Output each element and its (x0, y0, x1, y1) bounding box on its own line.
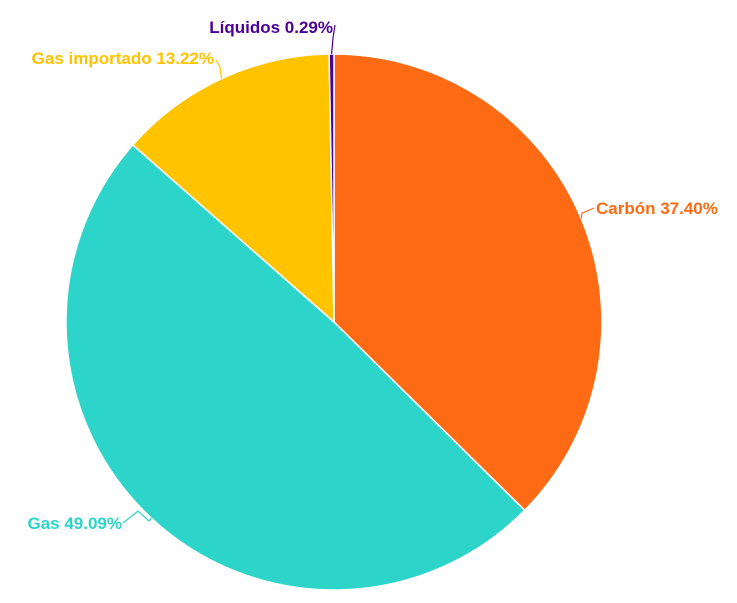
leader-line-carbon (580, 207, 595, 219)
slice-label-gas-importado: Gas importado 13.22% (32, 49, 214, 68)
slice-label-gas: Gas 49.09% (27, 514, 122, 533)
leader-line-liquidos (331, 24, 336, 55)
pie-slice-carbon (333, 53, 603, 512)
slice-label-liquidos: Líquidos 0.29% (209, 18, 333, 37)
pie-slices (65, 53, 603, 591)
leader-line-gas-importado (215, 59, 222, 79)
pie-slice-liquidos (328, 53, 335, 323)
pie-slice-gas-importado (131, 53, 335, 324)
slice-label-carbon: Carbón 37.40% (596, 199, 718, 218)
leader-line-gas (122, 510, 152, 524)
pie-slice-gas (65, 143, 526, 591)
leader-lines (122, 24, 595, 524)
